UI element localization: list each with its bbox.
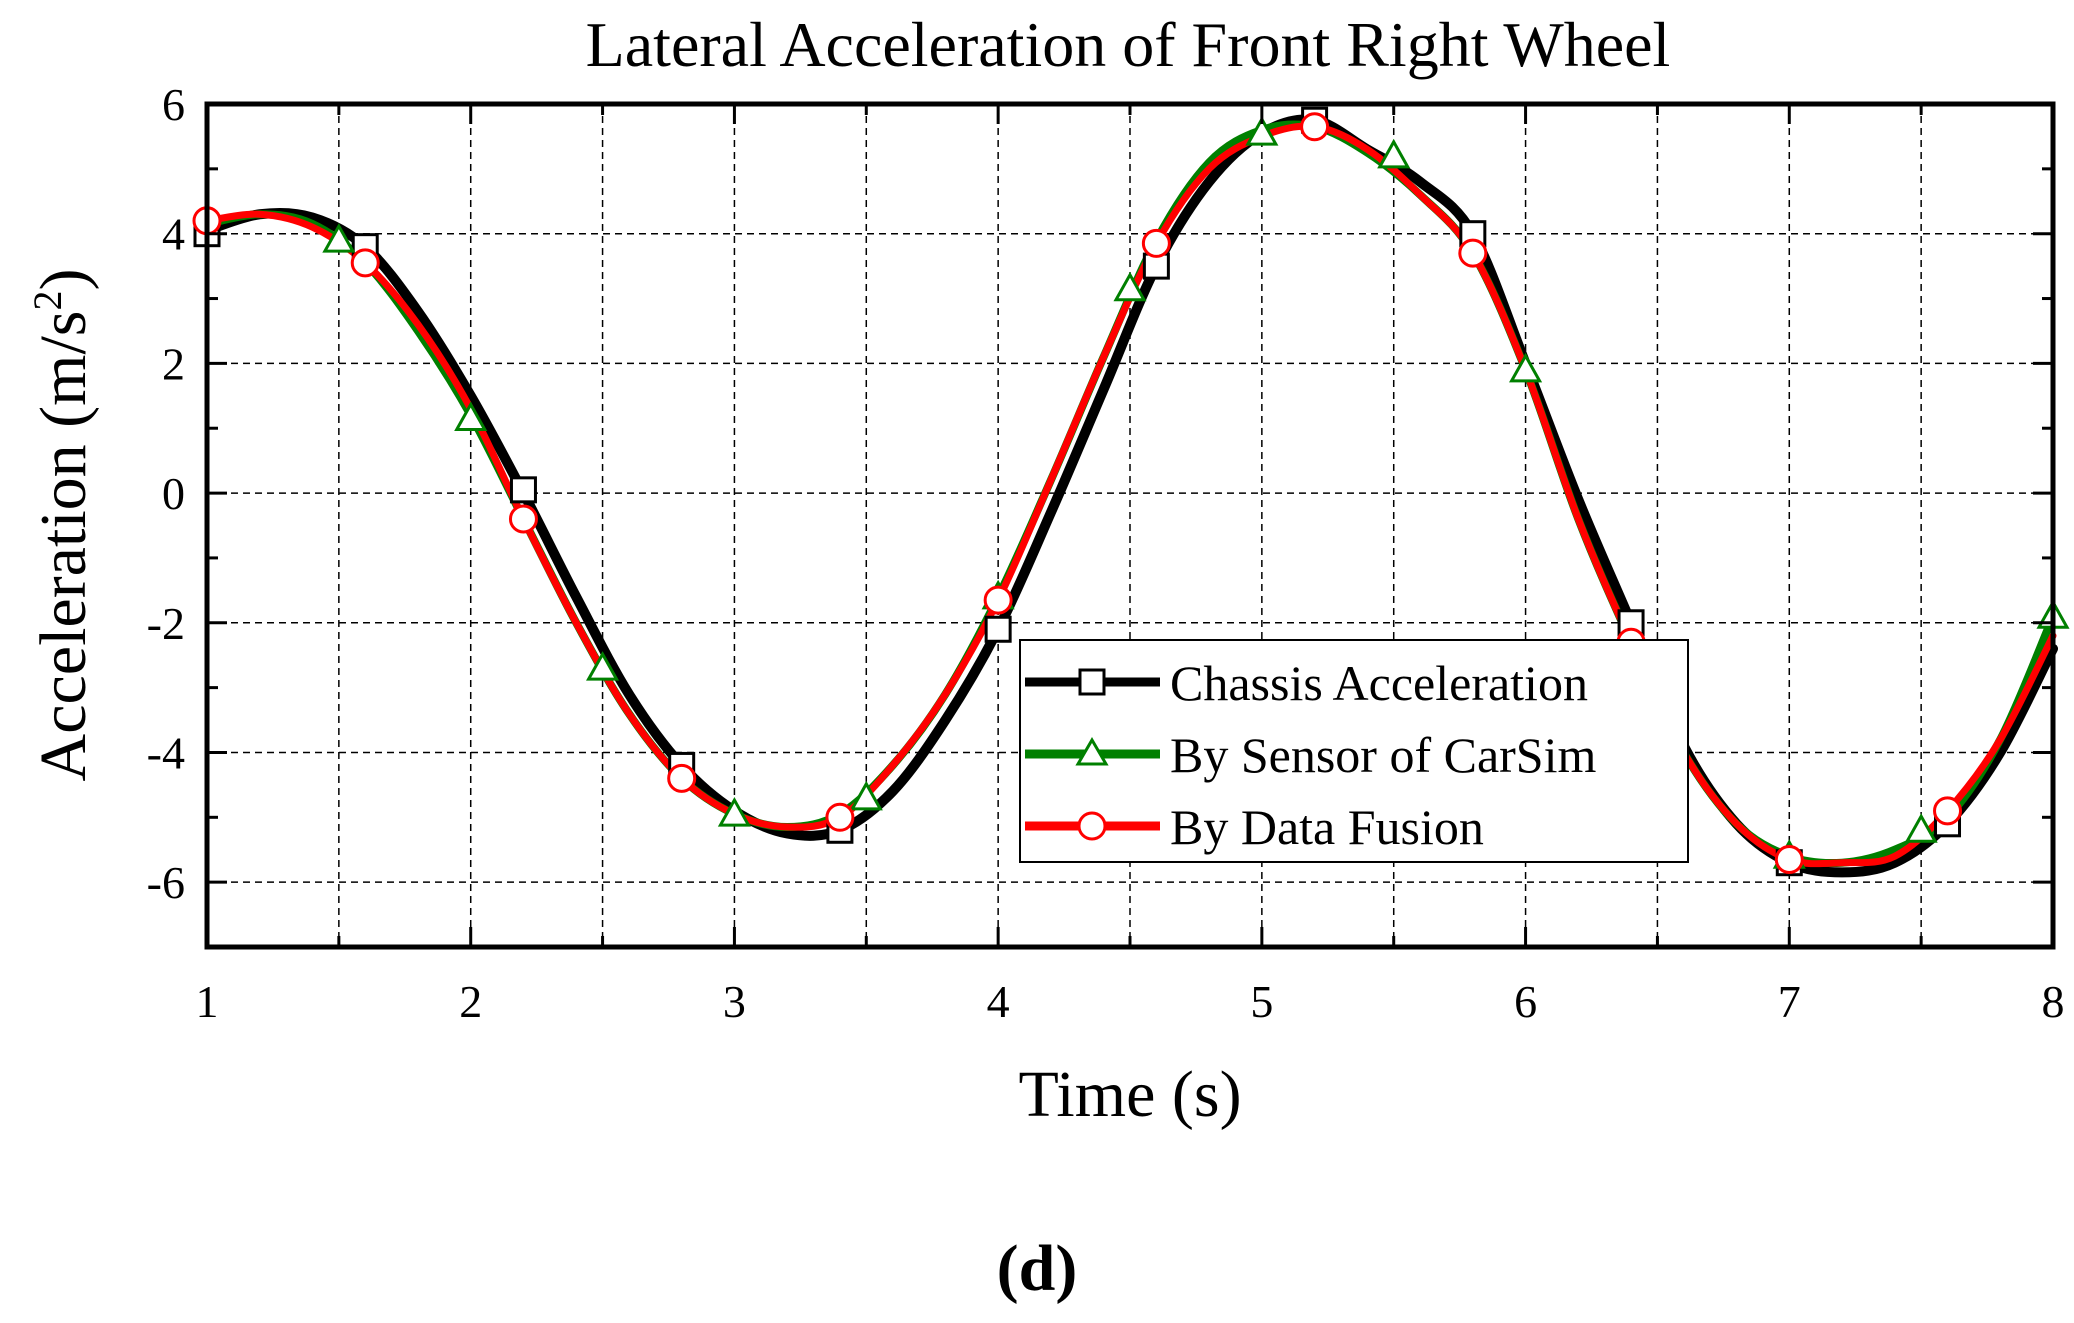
panel-label: (d): [997, 1232, 1078, 1305]
y-tick-label: 0: [162, 468, 185, 519]
legend-label-by-data-fusion: By Data Fusion: [1170, 799, 1484, 855]
legend-label-by-sensor-of-carsim: By Sensor of CarSim: [1170, 727, 1597, 783]
data-point-by-data-fusion: [667, 763, 697, 793]
x-tick-label: 3: [723, 976, 746, 1027]
data-point-by-sensor-of-carsim: [1245, 116, 1279, 146]
y-tick-label: -4: [147, 727, 185, 778]
data-point-chassis-acceleration: [984, 615, 1012, 643]
data-point-by-data-fusion: [1933, 796, 1963, 826]
data-point-by-data-fusion: [1300, 112, 1330, 142]
data-point-by-data-fusion: [1458, 238, 1488, 268]
data-point-by-sensor-of-carsim: [849, 780, 883, 811]
y-axis-label: Acceleration (m/s2): [25, 269, 100, 782]
data-point-by-data-fusion: [350, 248, 380, 278]
data-point-by-sensor-of-carsim: [717, 796, 751, 827]
data-point-by-sensor-of-carsim: [1113, 271, 1147, 302]
legend-entry-by-data-fusion: By Data Fusion: [1025, 799, 1484, 855]
chart-title: Lateral Acceleration of Front Right Whee…: [586, 9, 1671, 80]
y-axis-label-close: ): [27, 269, 100, 291]
y-axis-label-text: Acceleration (m/s: [27, 311, 100, 782]
legend-entry-chassis-acceleration: Chassis Acceleration: [1025, 655, 1588, 711]
y-axis-label-superscript: 2: [25, 291, 70, 311]
legend-circle-marker: [1077, 811, 1107, 841]
x-axis-label: Time (s): [1018, 1058, 1241, 1131]
plot-series: [192, 106, 2070, 878]
data-point-by-data-fusion: [1141, 228, 1171, 258]
data-point-by-data-fusion: [825, 802, 855, 832]
data-point-by-data-fusion: [508, 504, 538, 534]
data-point-by-sensor-of-carsim: [1509, 352, 1543, 383]
data-point-chassis-acceleration: [509, 476, 537, 504]
legend-triangle-marker: [1075, 737, 1109, 766]
data-point-by-data-fusion: [983, 585, 1013, 615]
y-tick-label: -2: [147, 598, 185, 649]
data-point-by-sensor-of-carsim: [454, 401, 488, 432]
x-tick-label: 8: [2042, 976, 2065, 1027]
y-tick-label: -6: [147, 857, 185, 908]
y-tick-label: 2: [162, 338, 185, 389]
y-tick-label: 4: [162, 209, 185, 260]
axis-ticks: 1 2 3 4 5 6 7 8 -6 -4 -2 0 2 4 6: [147, 79, 2065, 1027]
x-tick-label: 6: [1514, 976, 1537, 1027]
x-tick-label: 1: [196, 976, 219, 1027]
data-point-by-sensor-of-carsim: [322, 223, 356, 253]
legend: Chassis Acceleration By Sensor of CarSim…: [1019, 639, 1689, 863]
data-point-by-sensor-of-carsim: [586, 651, 620, 681]
y-tick-label: 6: [162, 79, 185, 130]
x-tick-label: 7: [1778, 976, 1801, 1027]
data-point-by-sensor-of-carsim: [1904, 813, 1938, 843]
x-tick-label: 4: [987, 976, 1010, 1027]
x-tick-label: 5: [1250, 976, 1273, 1027]
data-point-by-data-fusion: [1774, 844, 1804, 874]
x-tick-label: 2: [459, 976, 482, 1027]
legend-label-chassis-acceleration: Chassis Acceleration: [1170, 655, 1588, 711]
legend-entry-by-sensor-of-carsim: By Sensor of CarSim: [1025, 727, 1597, 783]
data-point-by-sensor-of-carsim: [1377, 138, 1411, 169]
legend-square-marker: [1078, 668, 1106, 696]
